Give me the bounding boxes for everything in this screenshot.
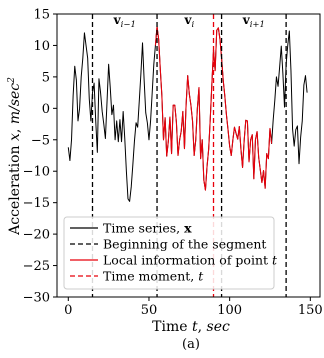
legend-entry-2: Local information of point t: [103, 253, 278, 268]
segment-labels: vi−1 vi vi+1: [113, 13, 265, 30]
legend-entry-0: Time series, x: [103, 221, 192, 236]
y-tick-label-8: −25: [23, 259, 50, 274]
y-tick-label-6: −15: [23, 196, 50, 211]
y-axis-label: Acceleration x, m/sec2: [7, 77, 23, 236]
x-tick-label-2: 100: [217, 303, 242, 318]
legend-entry-3: Time moment, t: [103, 269, 204, 284]
axes-frame: [56, 13, 321, 298]
figure-caption: (a): [182, 337, 200, 352]
segment-label-2: vi+1: [242, 13, 265, 30]
y-tick-label-0: 15: [33, 8, 50, 23]
y-tick-label-9: −30: [23, 291, 50, 306]
x-tick-label-1: 50: [141, 303, 158, 318]
y-tick-label-1: 10: [33, 39, 50, 54]
y-tick-label-5: −10: [23, 165, 50, 180]
y-tick-label-2: 5: [42, 70, 50, 85]
y-tick-label-4: −5: [31, 133, 50, 148]
x-tick-label-3: 150: [298, 303, 323, 318]
x-tick-label-0: 0: [64, 303, 72, 318]
legend-box: [63, 216, 275, 290]
segment-label-0: vi−1: [113, 13, 136, 30]
x-axis-label: Time t, sec: [152, 319, 230, 335]
y-tick-label-7: −20: [23, 228, 50, 243]
segment-label-1: vi: [183, 13, 194, 30]
y-tick-label-3: 0: [42, 102, 50, 117]
legend-entry-1: Beginning of the segment: [103, 237, 266, 252]
